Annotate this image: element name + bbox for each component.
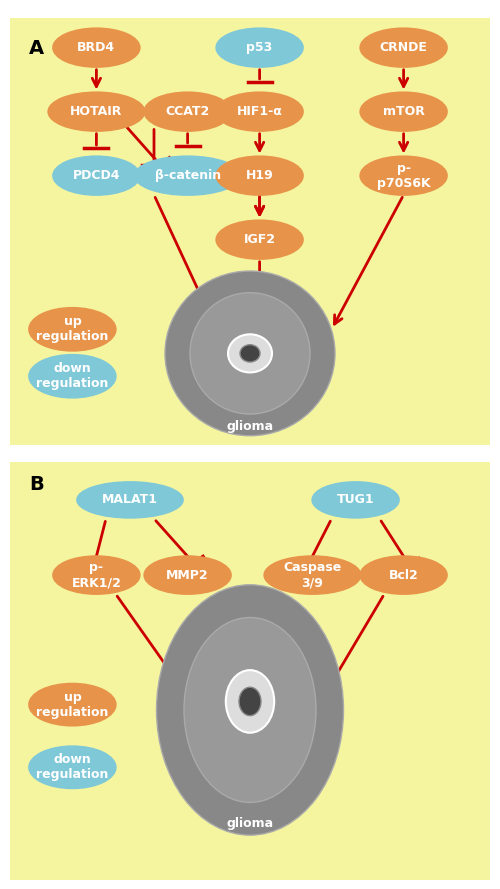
Ellipse shape bbox=[29, 355, 116, 397]
Ellipse shape bbox=[312, 482, 399, 517]
Text: up
regulation: up regulation bbox=[36, 316, 109, 343]
Text: mTOR: mTOR bbox=[382, 105, 424, 118]
Text: up
regulation: up regulation bbox=[36, 691, 109, 718]
Ellipse shape bbox=[216, 28, 303, 67]
Text: glioma: glioma bbox=[226, 420, 274, 433]
Ellipse shape bbox=[360, 557, 447, 594]
Ellipse shape bbox=[29, 684, 116, 725]
Ellipse shape bbox=[264, 557, 360, 594]
Ellipse shape bbox=[53, 156, 140, 195]
Text: glioma: glioma bbox=[226, 817, 274, 830]
Text: MMP2: MMP2 bbox=[166, 569, 209, 581]
Text: BRD4: BRD4 bbox=[78, 41, 116, 54]
Text: down
regulation: down regulation bbox=[36, 362, 109, 390]
Ellipse shape bbox=[216, 156, 303, 195]
Text: Caspase
3/9: Caspase 3/9 bbox=[284, 561, 342, 589]
Text: Bcl2: Bcl2 bbox=[388, 569, 418, 581]
Text: PDCD4: PDCD4 bbox=[72, 169, 120, 182]
Ellipse shape bbox=[360, 156, 447, 195]
Text: down
regulation: down regulation bbox=[36, 753, 109, 781]
FancyBboxPatch shape bbox=[0, 13, 500, 453]
Text: HOTAIR: HOTAIR bbox=[70, 105, 122, 118]
Ellipse shape bbox=[216, 220, 303, 259]
Ellipse shape bbox=[48, 92, 144, 131]
Ellipse shape bbox=[228, 334, 272, 372]
Text: MALAT1: MALAT1 bbox=[102, 493, 158, 507]
Ellipse shape bbox=[184, 618, 316, 803]
Text: p53: p53 bbox=[246, 41, 272, 54]
Ellipse shape bbox=[226, 670, 274, 733]
Ellipse shape bbox=[144, 557, 231, 594]
Ellipse shape bbox=[239, 687, 261, 716]
Text: p-
ERK1/2: p- ERK1/2 bbox=[72, 561, 122, 589]
Text: HIF1-α: HIF1-α bbox=[236, 105, 282, 118]
Ellipse shape bbox=[144, 92, 231, 131]
Ellipse shape bbox=[156, 585, 344, 835]
Ellipse shape bbox=[29, 747, 116, 789]
Ellipse shape bbox=[360, 28, 447, 67]
Text: B: B bbox=[29, 475, 44, 493]
Text: TUG1: TUG1 bbox=[337, 493, 374, 507]
Ellipse shape bbox=[53, 28, 140, 67]
Ellipse shape bbox=[360, 92, 447, 131]
Ellipse shape bbox=[135, 156, 240, 195]
Text: β-catenin: β-catenin bbox=[154, 169, 220, 182]
FancyBboxPatch shape bbox=[0, 458, 500, 888]
Text: H19: H19 bbox=[246, 169, 274, 182]
Text: CRNDE: CRNDE bbox=[380, 41, 428, 54]
Ellipse shape bbox=[190, 292, 310, 414]
Text: p-
p70S6K: p- p70S6K bbox=[377, 162, 430, 189]
Text: IGF2: IGF2 bbox=[244, 233, 276, 246]
Ellipse shape bbox=[240, 345, 260, 362]
Ellipse shape bbox=[53, 557, 140, 594]
Ellipse shape bbox=[29, 308, 116, 350]
Text: A: A bbox=[29, 39, 44, 58]
Ellipse shape bbox=[77, 482, 183, 517]
Ellipse shape bbox=[216, 92, 303, 131]
Ellipse shape bbox=[165, 271, 335, 436]
Text: CCAT2: CCAT2 bbox=[166, 105, 210, 118]
